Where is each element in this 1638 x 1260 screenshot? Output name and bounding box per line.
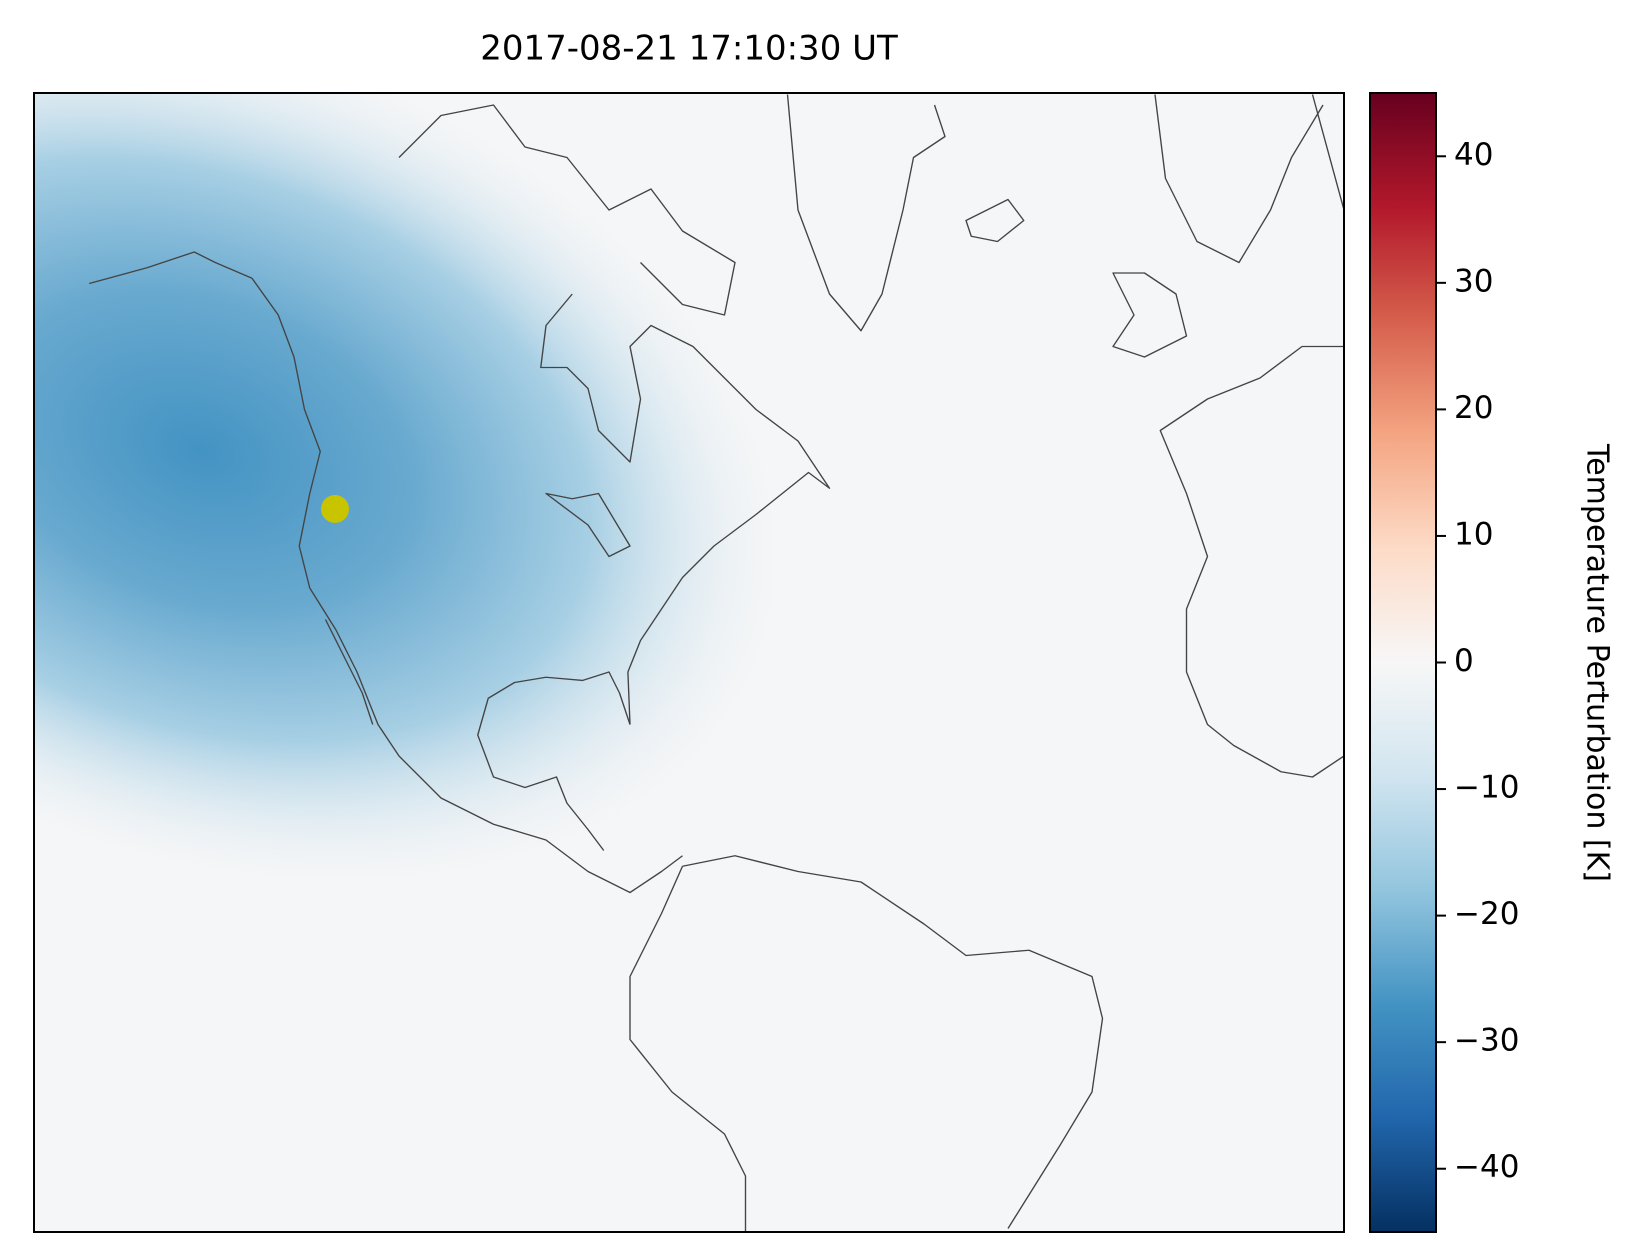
- map-frame: [33, 92, 1345, 1233]
- coastlines: [89, 94, 1344, 1232]
- colorbar-tick-label: 40: [1454, 137, 1493, 173]
- colorbar-tick-label: 20: [1454, 390, 1493, 426]
- colorbar-tick-label: −10: [1454, 770, 1519, 806]
- colorbar: [1369, 92, 1437, 1233]
- colorbar-tick-label: 30: [1454, 263, 1493, 299]
- colorbar-tick-label: −40: [1454, 1149, 1519, 1185]
- perturbation-field: [34, 93, 801, 899]
- chart-title: 2017-08-21 17:10:30 UT: [480, 29, 898, 69]
- colorbar-tick-label: 0: [1454, 643, 1474, 679]
- eclipse-center: [321, 495, 349, 523]
- colorbar-tick-label: −30: [1454, 1023, 1519, 1059]
- colorbar-label: Temperature Perturbation [K]: [1580, 443, 1615, 882]
- colorbar-tick-label: 10: [1454, 516, 1493, 552]
- colorbar-tick-label: −20: [1454, 896, 1519, 932]
- map: [34, 93, 1344, 1232]
